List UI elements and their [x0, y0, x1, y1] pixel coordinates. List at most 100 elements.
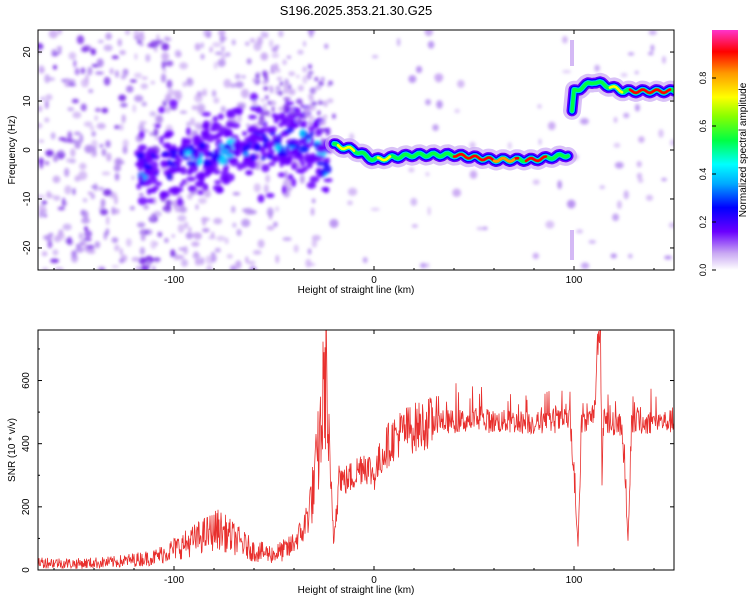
spectrogram-energy-blob	[306, 181, 317, 189]
snr-y-tick-label: 400	[21, 435, 32, 452]
spectrogram-noise-blob	[311, 198, 316, 204]
spectrogram-noise-blob	[86, 244, 95, 250]
spectrogram-noise-blob	[82, 210, 89, 220]
spectrogram-noise-blob	[150, 240, 157, 250]
spectrogram-energy-blob	[216, 131, 223, 138]
spectrogram-energy-blob	[137, 174, 144, 183]
spectrogram-energy-blob	[284, 98, 290, 102]
colorbar-tick-label: 0.4	[698, 168, 708, 181]
spectrogram-energy-blob	[230, 108, 239, 113]
spectrogram-noise-blob	[118, 94, 127, 102]
spectrogram-noise-blob	[64, 167, 70, 178]
spectrogram-energy-blob	[186, 168, 193, 176]
spectrogram-energy-blob	[299, 144, 310, 153]
spectrogram-noise-blob	[138, 123, 145, 132]
spectrogram-noise-blob	[89, 125, 95, 131]
spectrogram-noise-blob	[476, 226, 485, 231]
spectrogram-noise-blob	[71, 254, 79, 263]
spectrogram-energy-blob	[283, 84, 289, 91]
spectrogram-energy-blob	[245, 170, 254, 176]
spectrogram-noise-blob	[73, 131, 81, 136]
spectrogram-noise-blob	[182, 81, 188, 87]
spectrogram-noise-blob	[594, 64, 600, 72]
spectrogram-noise-blob	[410, 197, 418, 206]
spectrogram-noise-blob	[285, 178, 293, 187]
spectrogram-noise-blob	[161, 42, 170, 51]
spectrogram-energy-blob	[302, 66, 308, 73]
spectrogram-noise-blob	[145, 53, 151, 63]
spectrogram-energy-blob	[187, 185, 197, 192]
spectrogram-energy-blob	[289, 117, 298, 125]
spectrogram-noise-blob	[47, 240, 53, 249]
spectrogram-noise-blob	[200, 257, 205, 265]
spectrogram-noise-blob	[177, 223, 185, 233]
spectrogram-energy-blob	[265, 111, 269, 116]
spectrogram-energy-blob	[288, 71, 296, 77]
spectrogram-noise-blob	[150, 213, 155, 221]
spectrogram-energy-blob	[291, 163, 297, 170]
spectrogram-noise-blob	[167, 88, 174, 98]
spectrogram-noise-blob	[114, 172, 120, 181]
spectrogram-noise-blob	[38, 68, 45, 73]
spectrogram-energy-blob	[297, 116, 302, 124]
spectrogram-noise-blob	[101, 148, 107, 157]
spectrogram-noise-blob	[87, 66, 93, 76]
spectrogram-energy-blob	[202, 183, 209, 191]
spectrogram-noise-blob	[58, 137, 67, 141]
spectrogram-energy-blob	[323, 100, 329, 108]
spectrogram-noise-blob	[122, 145, 128, 155]
spectrogram-energy-blob	[216, 145, 222, 155]
spectrogram-energy-blob	[212, 122, 218, 127]
spectrogram-noise-blob	[214, 51, 223, 55]
spectrogram-noise-blob	[588, 239, 596, 244]
spectrogram-noise-blob	[185, 232, 194, 240]
spectrogram-energy-blob	[276, 76, 283, 81]
spectrogram-energy-blob	[223, 143, 232, 149]
spectrogram-noise-blob	[226, 254, 233, 259]
spectrogram-noise-blob	[231, 39, 236, 46]
spectrogram-noise-blob	[140, 228, 146, 235]
spectrogram-noise-blob	[74, 139, 81, 149]
spectrogram-noise-blob	[79, 133, 84, 144]
spectrogram-noise-blob	[223, 78, 232, 88]
spectrogram-energy-blob	[197, 157, 202, 167]
spectrogram-x-tick-label: 0	[371, 275, 377, 286]
spectrogram-noise-blob	[73, 59, 77, 68]
spectrogram-energy-blob	[317, 101, 325, 105]
spectrogram-noise-blob	[271, 47, 278, 53]
spectrogram-energy-blob	[146, 189, 152, 196]
spectrogram-noise-blob	[311, 234, 321, 241]
spectrogram-energy-blob	[290, 111, 296, 116]
spectrogram-noise-blob	[118, 124, 124, 131]
spectrogram-energy-blob	[181, 138, 192, 147]
spectrogram-noise-blob	[177, 214, 187, 222]
spectrogram-noise-blob	[129, 205, 135, 211]
snr-plot-area	[38, 330, 674, 570]
spectrogram-energy-blob	[297, 84, 304, 92]
spectrogram-noise-blob	[97, 187, 105, 191]
spectrogram-noise-blob	[236, 228, 242, 237]
spectrogram-energy-blob	[142, 180, 152, 187]
spectrogram-noise-blob	[62, 223, 72, 231]
spectrogram-noise-blob	[637, 178, 644, 183]
spectrogram-noise-blob	[109, 68, 114, 75]
spectrogram-noise-blob	[52, 64, 58, 70]
spectrogram-noise-blob	[278, 30, 284, 38]
spectrogram-noise-blob	[38, 204, 47, 213]
spectrogram-energy-blob	[287, 173, 294, 181]
spectrogram-energy-blob	[218, 156, 228, 165]
spectrogram-noise-blob	[39, 211, 43, 219]
spectrogram-noise-blob	[179, 62, 188, 70]
spectrogram-noise-blob	[218, 30, 226, 37]
spectrogram-noise-blob	[627, 253, 633, 259]
spectrogram-noise-blob	[200, 53, 205, 60]
spectrogram-y-tick-label: 10	[22, 95, 33, 107]
spectrogram-noise-blob	[623, 190, 629, 200]
spectrogram-noise-blob	[206, 265, 213, 270]
spectrogram-noise-blob	[58, 149, 64, 153]
spectrogram-y-label: Frequency (Hz)	[7, 116, 18, 185]
spectrogram-energy-blob	[143, 163, 154, 171]
spectrogram-energy-blob	[146, 198, 155, 204]
spectrogram-noise-blob	[54, 266, 64, 270]
spectrogram-noise-blob	[56, 233, 66, 241]
